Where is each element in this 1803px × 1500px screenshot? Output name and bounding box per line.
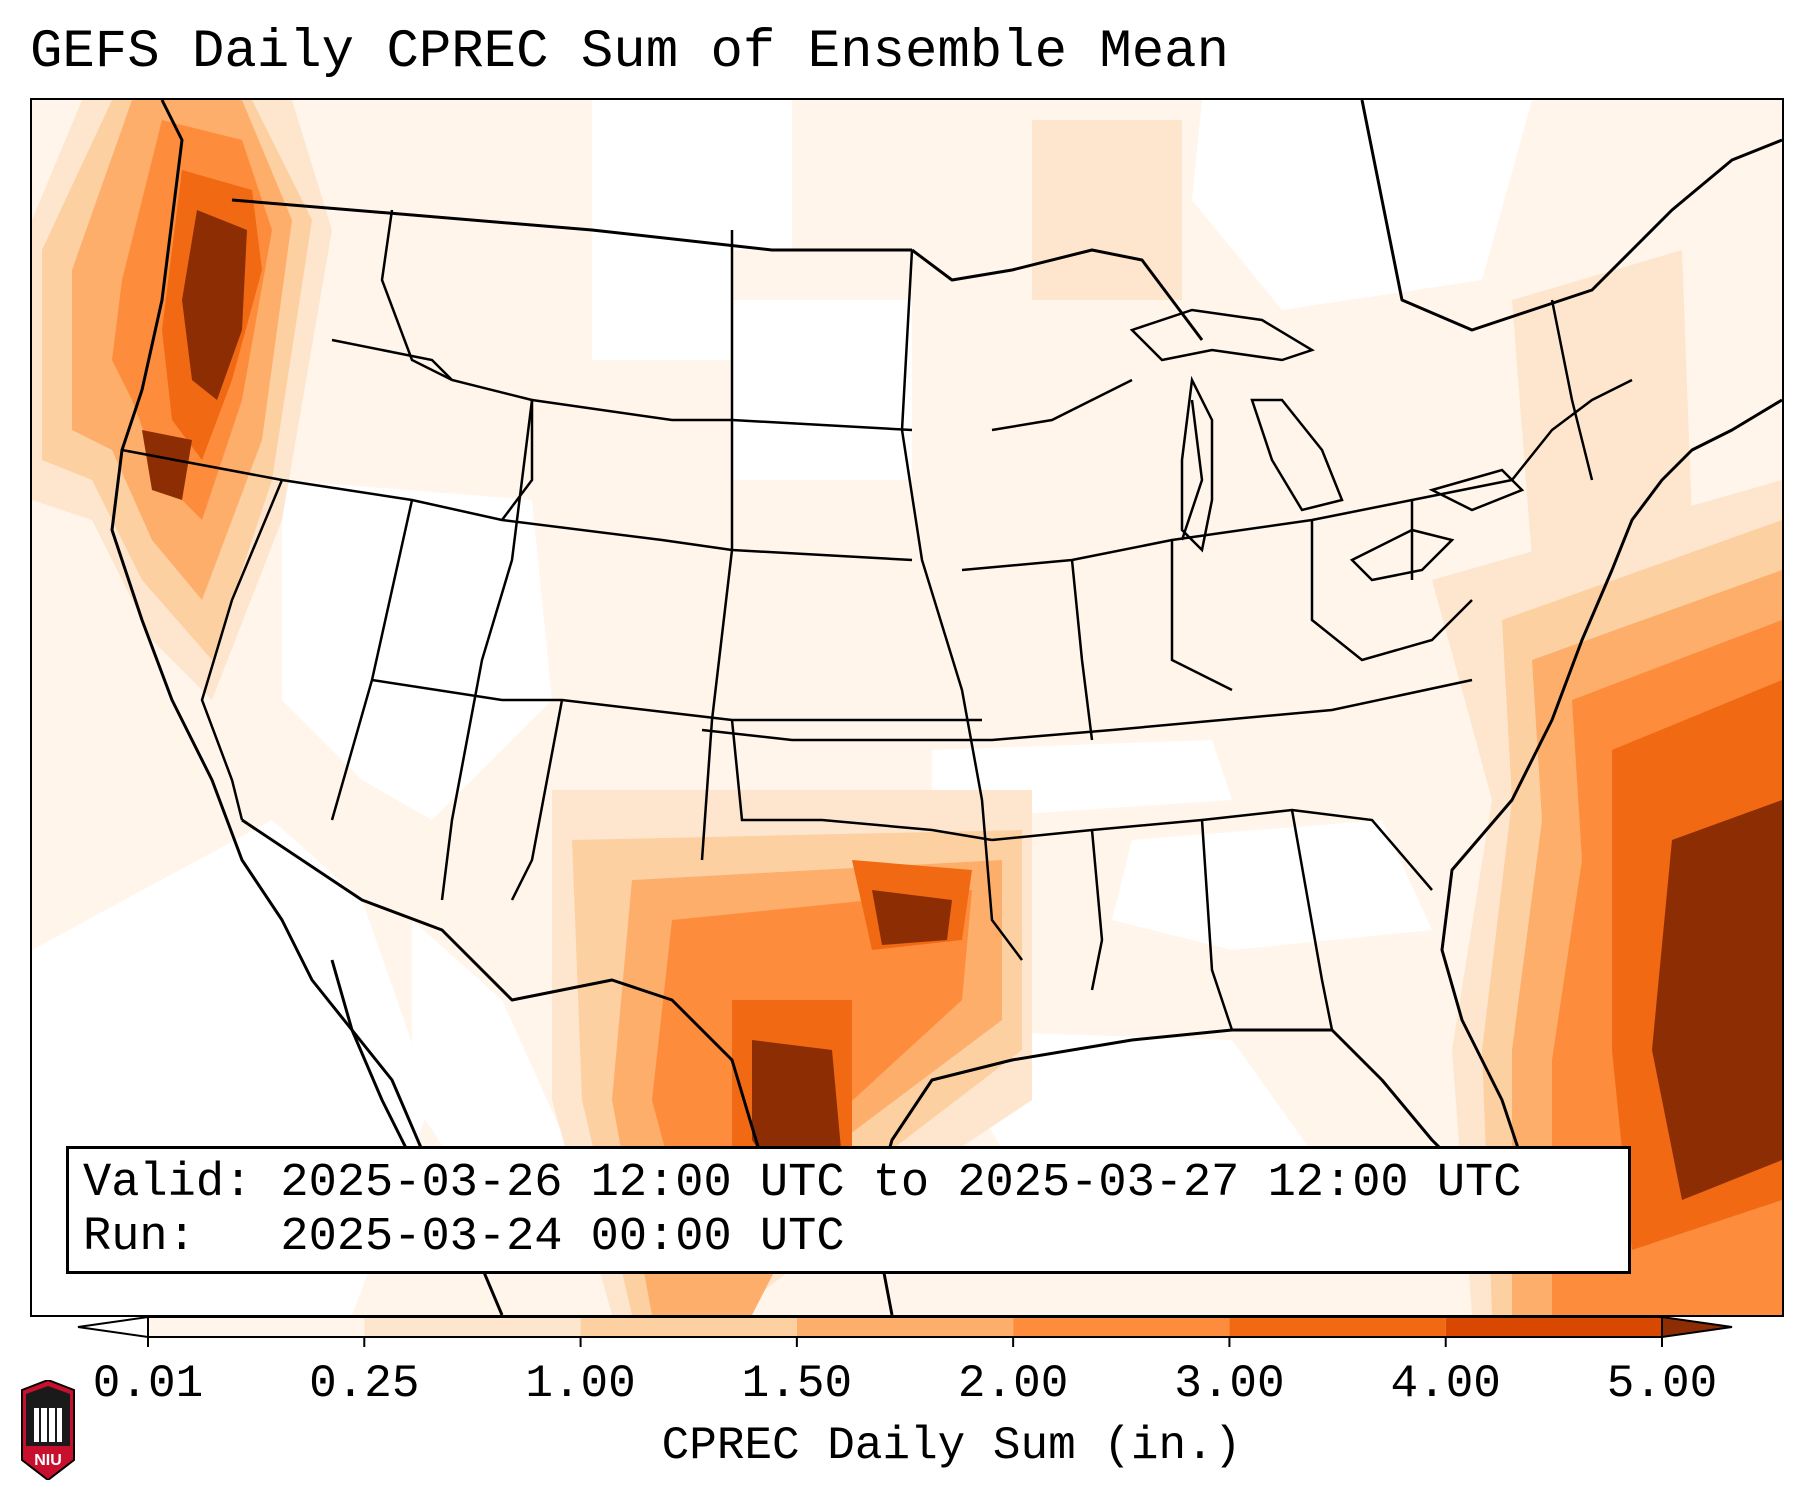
great-lakes — [1129, 308, 1525, 582]
run-line: Run: 2025-03-24 00:00 UTC — [83, 1211, 845, 1264]
colorbar-bin — [364, 1317, 581, 1337]
valid-time-box: Valid: 2025-03-26 12:00 UTC to 2025-03-2… — [66, 1146, 1631, 1274]
niu-logo: NIU — [18, 1378, 78, 1482]
state-boundaries — [121, 209, 1633, 1031]
colorbar-label: CPREC Daily Sum (in.) — [661, 1420, 1242, 1472]
colorbar-tick-label: 1.50 — [741, 1358, 853, 1410]
valid-line: Valid: 2025-03-26 12:00 UTC to 2025-03-2… — [83, 1157, 1522, 1210]
colorbar-extend-high — [1661, 1315, 1733, 1339]
colorbar-tick-label: 0.25 — [309, 1358, 420, 1410]
colorbar-tick-label: 5.00 — [1606, 1358, 1718, 1410]
colorbar-bin — [796, 1317, 1014, 1337]
precip-map — [30, 98, 1784, 1317]
colorbar-outline — [147, 1316, 1663, 1338]
map-title: GEFS Daily CPREC Sum of Ensemble Mean — [30, 22, 1229, 83]
colorbar-bin — [1229, 1317, 1446, 1337]
colorbar-bin — [148, 1317, 365, 1337]
colorbar-extend-low — [77, 1315, 149, 1339]
extreme-precip-areas — [142, 210, 1782, 1200]
colorbar-bin — [1013, 1317, 1230, 1337]
logo-text: NIU — [34, 1452, 62, 1469]
colorbar-tick-label: 1.00 — [525, 1358, 636, 1410]
colorbar-tick-label: 2.00 — [957, 1358, 1069, 1410]
university-seal-icon: NIU — [21, 1378, 75, 1482]
colorbar-bin — [1445, 1317, 1662, 1337]
colorbar-tick-label: 3.00 — [1174, 1358, 1285, 1410]
colorbar-tick-label: 4.00 — [1390, 1358, 1501, 1410]
colorbar-bin — [580, 1317, 797, 1337]
map-canvas — [32, 100, 1782, 1315]
colorbar-tick-label: 0.01 — [92, 1358, 204, 1410]
